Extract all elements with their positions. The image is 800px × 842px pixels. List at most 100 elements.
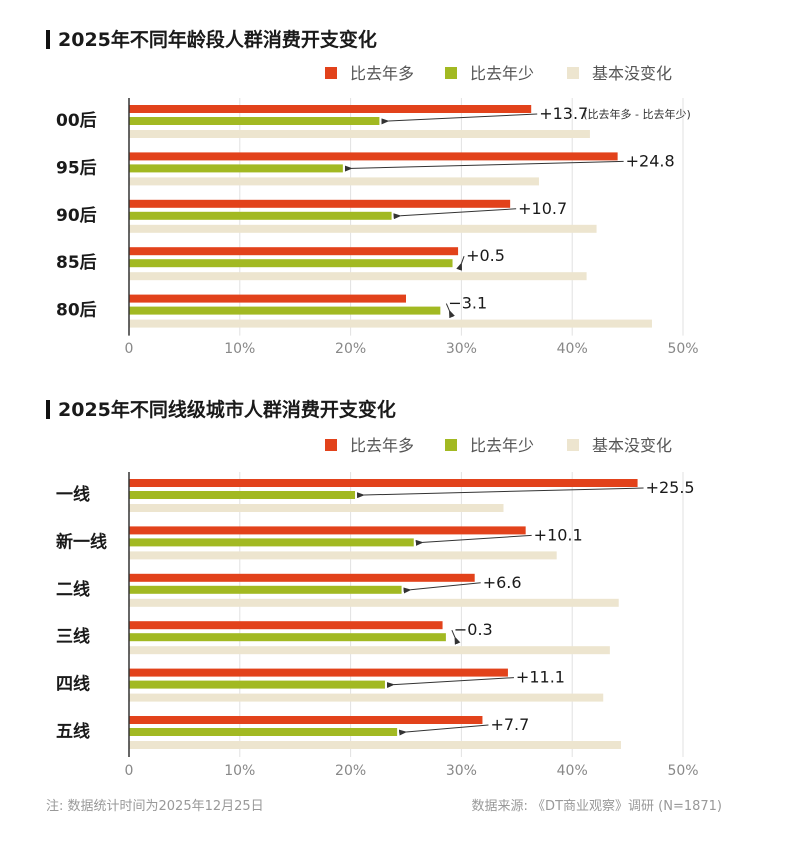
legend-label: 比去年多 xyxy=(350,436,414,455)
bar-more xyxy=(129,199,511,208)
difference-arrow xyxy=(451,630,461,645)
category-label: 一线 xyxy=(56,484,90,505)
bar-more xyxy=(129,294,406,303)
bar-less xyxy=(129,585,402,594)
bar-same xyxy=(129,130,590,138)
bar-more xyxy=(129,247,459,256)
legend-swatch xyxy=(325,67,337,79)
bar-same xyxy=(129,224,597,233)
legend-swatch xyxy=(567,67,579,79)
x-tick-label: 50% xyxy=(667,341,698,357)
bar-more xyxy=(129,573,475,582)
legend-swatch xyxy=(445,67,457,79)
x-tick-label: 40% xyxy=(557,763,588,779)
bar-less xyxy=(129,728,398,736)
difference-arrow xyxy=(356,487,644,499)
legend-label: 基本没变化 xyxy=(592,64,672,83)
chart-title: 2025年不同线级城市人群消费开支变化 xyxy=(58,398,396,421)
difference-arrow xyxy=(398,724,489,736)
bar-same xyxy=(129,598,619,607)
footer-note: 注: 数据统计时间为2025年12月25日 xyxy=(46,799,264,814)
chart-title: 2025年不同年龄段人群消费开支变化 xyxy=(58,28,377,51)
difference-label: +11.1 xyxy=(516,668,565,687)
bar-less xyxy=(129,491,356,499)
category-label: 五线 xyxy=(56,721,90,742)
difference-arrow xyxy=(393,208,517,220)
difference-label: −0.3 xyxy=(454,620,493,639)
bar-more xyxy=(129,716,483,724)
difference-label: +24.8 xyxy=(626,151,675,170)
bar-same xyxy=(129,741,621,749)
bar-less xyxy=(129,306,441,315)
category-label: 二线 xyxy=(56,579,90,600)
bar-less xyxy=(129,538,414,547)
difference-label: +6.6 xyxy=(483,573,522,592)
legend-swatch xyxy=(445,439,457,451)
x-tick-label: 20% xyxy=(335,341,366,357)
difference-label: +25.5 xyxy=(646,478,695,497)
bar-same xyxy=(129,177,539,186)
title-marker xyxy=(46,30,50,49)
x-tick-label: 0 xyxy=(125,763,134,779)
difference-label: −3.1 xyxy=(448,294,487,313)
bar-same xyxy=(129,504,504,512)
difference-arrow xyxy=(344,160,624,172)
legend-label: 比去年多 xyxy=(350,64,414,83)
bar-more xyxy=(129,105,532,113)
x-tick-label: 20% xyxy=(335,763,366,779)
bar-more xyxy=(129,621,443,630)
difference-arrow xyxy=(415,534,532,546)
category-label: 90后 xyxy=(56,206,97,226)
x-tick-label: 10% xyxy=(224,763,255,779)
bar-same xyxy=(129,551,557,560)
category-label: 95后 xyxy=(56,158,97,178)
x-tick-label: 0 xyxy=(125,341,134,357)
bar-less xyxy=(129,211,392,220)
category-label: 80后 xyxy=(56,301,97,321)
bar-less xyxy=(129,633,446,642)
difference-label: +10.1 xyxy=(534,525,583,544)
x-tick-label: 10% xyxy=(224,341,255,357)
difference-label: +13.7 xyxy=(539,104,588,123)
x-tick-label: 40% xyxy=(557,341,588,357)
x-tick-label: 30% xyxy=(446,341,477,357)
difference-label: +10.7 xyxy=(518,199,567,218)
bar-same xyxy=(129,693,604,702)
x-tick-label: 50% xyxy=(667,763,698,779)
footer-source: 数据来源: 《DT商业观察》调研 (N=1871) xyxy=(471,799,722,814)
category-label: 三线 xyxy=(56,626,90,647)
x-tick-label: 30% xyxy=(446,763,477,779)
bar-less xyxy=(129,164,343,173)
legend-swatch xyxy=(325,439,337,451)
legend-label: 比去年少 xyxy=(470,64,534,83)
category-label: 四线 xyxy=(56,674,90,695)
category-label: 00后 xyxy=(56,111,97,131)
difference-arrow xyxy=(386,677,514,689)
bar-less xyxy=(129,259,453,268)
bar-more xyxy=(129,152,618,161)
annotation-note: (比去年多 - 比去年少) xyxy=(583,107,691,121)
difference-arrow xyxy=(403,582,481,594)
bar-same xyxy=(129,272,587,281)
difference-arrow xyxy=(381,113,538,125)
category-label: 新一线 xyxy=(56,531,107,552)
bar-same xyxy=(129,646,610,655)
category-label: 85后 xyxy=(56,253,97,273)
bar-less xyxy=(129,680,385,689)
legend-label: 基本没变化 xyxy=(592,436,672,455)
bar-more xyxy=(129,668,508,677)
difference-arrow xyxy=(456,256,465,271)
bar-more xyxy=(129,479,638,487)
difference-arrow xyxy=(445,303,455,319)
legend-label: 比去年少 xyxy=(470,436,534,455)
difference-label: +7.7 xyxy=(490,715,529,734)
legend-swatch xyxy=(567,439,579,451)
title-marker xyxy=(46,400,50,419)
bar-more xyxy=(129,526,526,535)
difference-label: +0.5 xyxy=(466,246,505,265)
bar-same xyxy=(129,319,652,328)
bar-less xyxy=(129,117,380,125)
